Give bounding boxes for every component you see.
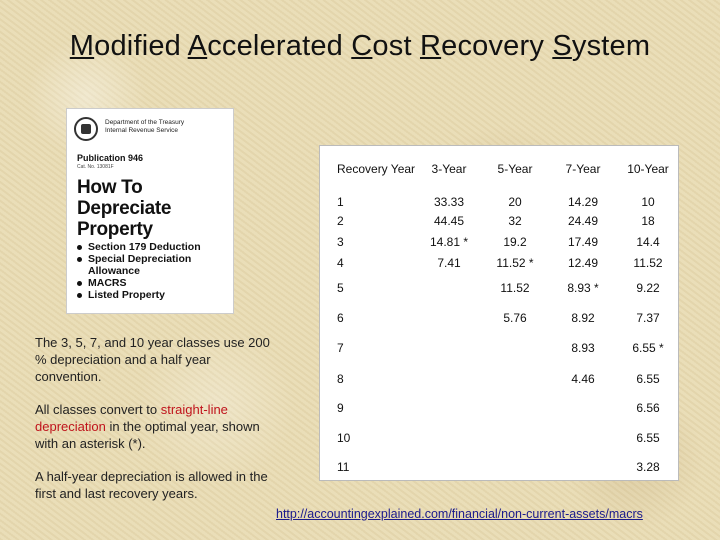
slide-title: Modified Accelerated Cost Recovery Syste… xyxy=(0,30,720,63)
rate-cell: 4.46 xyxy=(571,372,595,386)
recovery-year-cell: 1 xyxy=(337,195,344,209)
cover-bullet-item: Section 179 Deduction xyxy=(77,241,201,253)
header-recovery-year: Recovery Year xyxy=(337,162,416,176)
bullet-dot-icon xyxy=(77,245,82,250)
cover-heading: How To Depreciate Property xyxy=(77,177,171,240)
cover-heading-line: Depreciate xyxy=(77,198,172,219)
cover-heading-line: Property xyxy=(77,219,153,240)
rate-cell: 32 xyxy=(508,214,522,228)
bullet-dot-icon xyxy=(77,293,82,298)
title-initial: A xyxy=(187,30,208,62)
rate-cell: 3.28 xyxy=(636,460,660,474)
rate-cell: 6.56 xyxy=(636,401,660,415)
rate-cell: 8.93 xyxy=(571,341,595,355)
publication-cover-image: Department of the Treasury Internal Reve… xyxy=(66,108,234,314)
rate-cell: 11.52 xyxy=(633,256,663,270)
note-text: All classes convert to xyxy=(35,402,161,417)
cover-bullet-text: Section 179 Deduction xyxy=(88,241,201,253)
bullet-dot-icon xyxy=(77,281,82,286)
note-text: in the optimal year, shown with an aster… xyxy=(35,419,260,451)
cover-bullet-item: Special Depreciation xyxy=(77,253,201,265)
source-link[interactable]: http://accountingexplained.com/financial… xyxy=(276,507,643,521)
rate-cell: 8.92 xyxy=(571,311,595,325)
rate-cell: 44.45 xyxy=(433,214,465,228)
rate-cell: 11.52 * xyxy=(496,256,534,270)
title-initial: C xyxy=(351,30,373,62)
rate-cell: 24.49 xyxy=(567,214,599,228)
recovery-year-cell: 4 xyxy=(337,256,344,270)
recovery-year-cell: 6 xyxy=(337,311,344,325)
rate-cell: 6.55 xyxy=(636,431,660,445)
cover-bullet-item: MACRS xyxy=(77,277,201,289)
cover-bullet-text: MACRS xyxy=(88,277,127,289)
recovery-year-cell: 7 xyxy=(337,341,344,355)
recovery-year-cell: 9 xyxy=(337,401,344,415)
rate-cell: 6.55 * xyxy=(632,341,664,355)
rate-cell: 19.2 xyxy=(503,235,527,249)
recovery-year-cell: 3 xyxy=(337,235,344,249)
rate-cell: 14.4 xyxy=(636,235,660,249)
cover-cat-number: Cat. No. 13081F xyxy=(77,164,114,170)
cover-bullet-text: Special Depreciation xyxy=(88,253,192,265)
rate-cell: 5.76 xyxy=(503,311,527,325)
rate-cell: 10 xyxy=(641,195,655,209)
cover-bullet-text: Listed Property xyxy=(88,289,166,301)
title-word: ecovery xyxy=(441,30,553,62)
bullet-dot-icon xyxy=(77,257,82,262)
rate-cell: 14.29 xyxy=(567,195,599,209)
rate-cell: 20 xyxy=(508,195,522,209)
cover-dept-line1: Department of the Treasury xyxy=(105,119,185,126)
rate-cell: 17.49 xyxy=(567,235,599,249)
cover-heading-line: How To xyxy=(77,177,143,198)
cover-dept-line2: Internal Revenue Service xyxy=(105,127,178,134)
recovery-year-cell: 10 xyxy=(337,431,351,445)
cover-bullet-text: Allowance xyxy=(88,265,140,277)
recovery-year-cell: 11 xyxy=(337,460,350,474)
rate-cell: 18 xyxy=(641,214,655,228)
rate-cell: 7.37 xyxy=(636,311,660,325)
rate-cell: 9.22 xyxy=(636,281,660,295)
treasury-seal-icon xyxy=(74,117,98,141)
title-initial: M xyxy=(69,30,95,62)
header-10-year: 10-Year xyxy=(627,162,669,176)
title-word: odified xyxy=(94,30,188,62)
rate-cell: 14.81 * xyxy=(429,235,469,249)
cover-bullet-list: Section 179 Deduction Special Depreciati… xyxy=(77,241,201,301)
cover-bullet-continuation: Allowance xyxy=(77,265,201,277)
title-initial: R xyxy=(419,30,442,62)
note-highlight: straight-line depreciation xyxy=(35,402,228,434)
macrs-rate-table: Recovery Year 3-Year 5-Year 7-Year 10-Ye… xyxy=(319,145,679,481)
rate-cell: 11.52 xyxy=(500,281,530,295)
note-depreciation-classes: The 3, 5, 7, and 10 year classes use 200… xyxy=(35,335,270,384)
header-5-year: 5-Year xyxy=(497,162,533,176)
rate-cell: 12.49 xyxy=(567,256,599,270)
title-initial: S xyxy=(552,30,572,62)
rate-cell: 33.33 xyxy=(433,195,465,209)
rate-cell: 7.41 xyxy=(437,256,461,270)
note-straight-line: All classes convert to straight-line dep… xyxy=(35,401,267,452)
title-word: ystem xyxy=(571,30,651,62)
rate-cell: 8.93 * xyxy=(567,281,599,295)
title-word: ccelerated xyxy=(207,30,352,62)
rate-cell: 6.55 xyxy=(636,372,660,386)
note-half-year: A half-year depreciation is allowed in t… xyxy=(35,469,268,501)
cover-bullet-item: Listed Property xyxy=(77,289,201,301)
recovery-year-cell: 5 xyxy=(337,281,344,295)
cover-publication-number: Publication 946 xyxy=(77,153,144,163)
cover-department: Department of the Treasury Internal Reve… xyxy=(105,119,184,135)
recovery-year-cell: 8 xyxy=(337,372,344,386)
title-word: ost xyxy=(372,30,420,62)
header-7-year: 7-Year xyxy=(565,162,601,176)
recovery-year-cell: 2 xyxy=(337,214,344,228)
header-3-year: 3-Year xyxy=(431,162,467,176)
